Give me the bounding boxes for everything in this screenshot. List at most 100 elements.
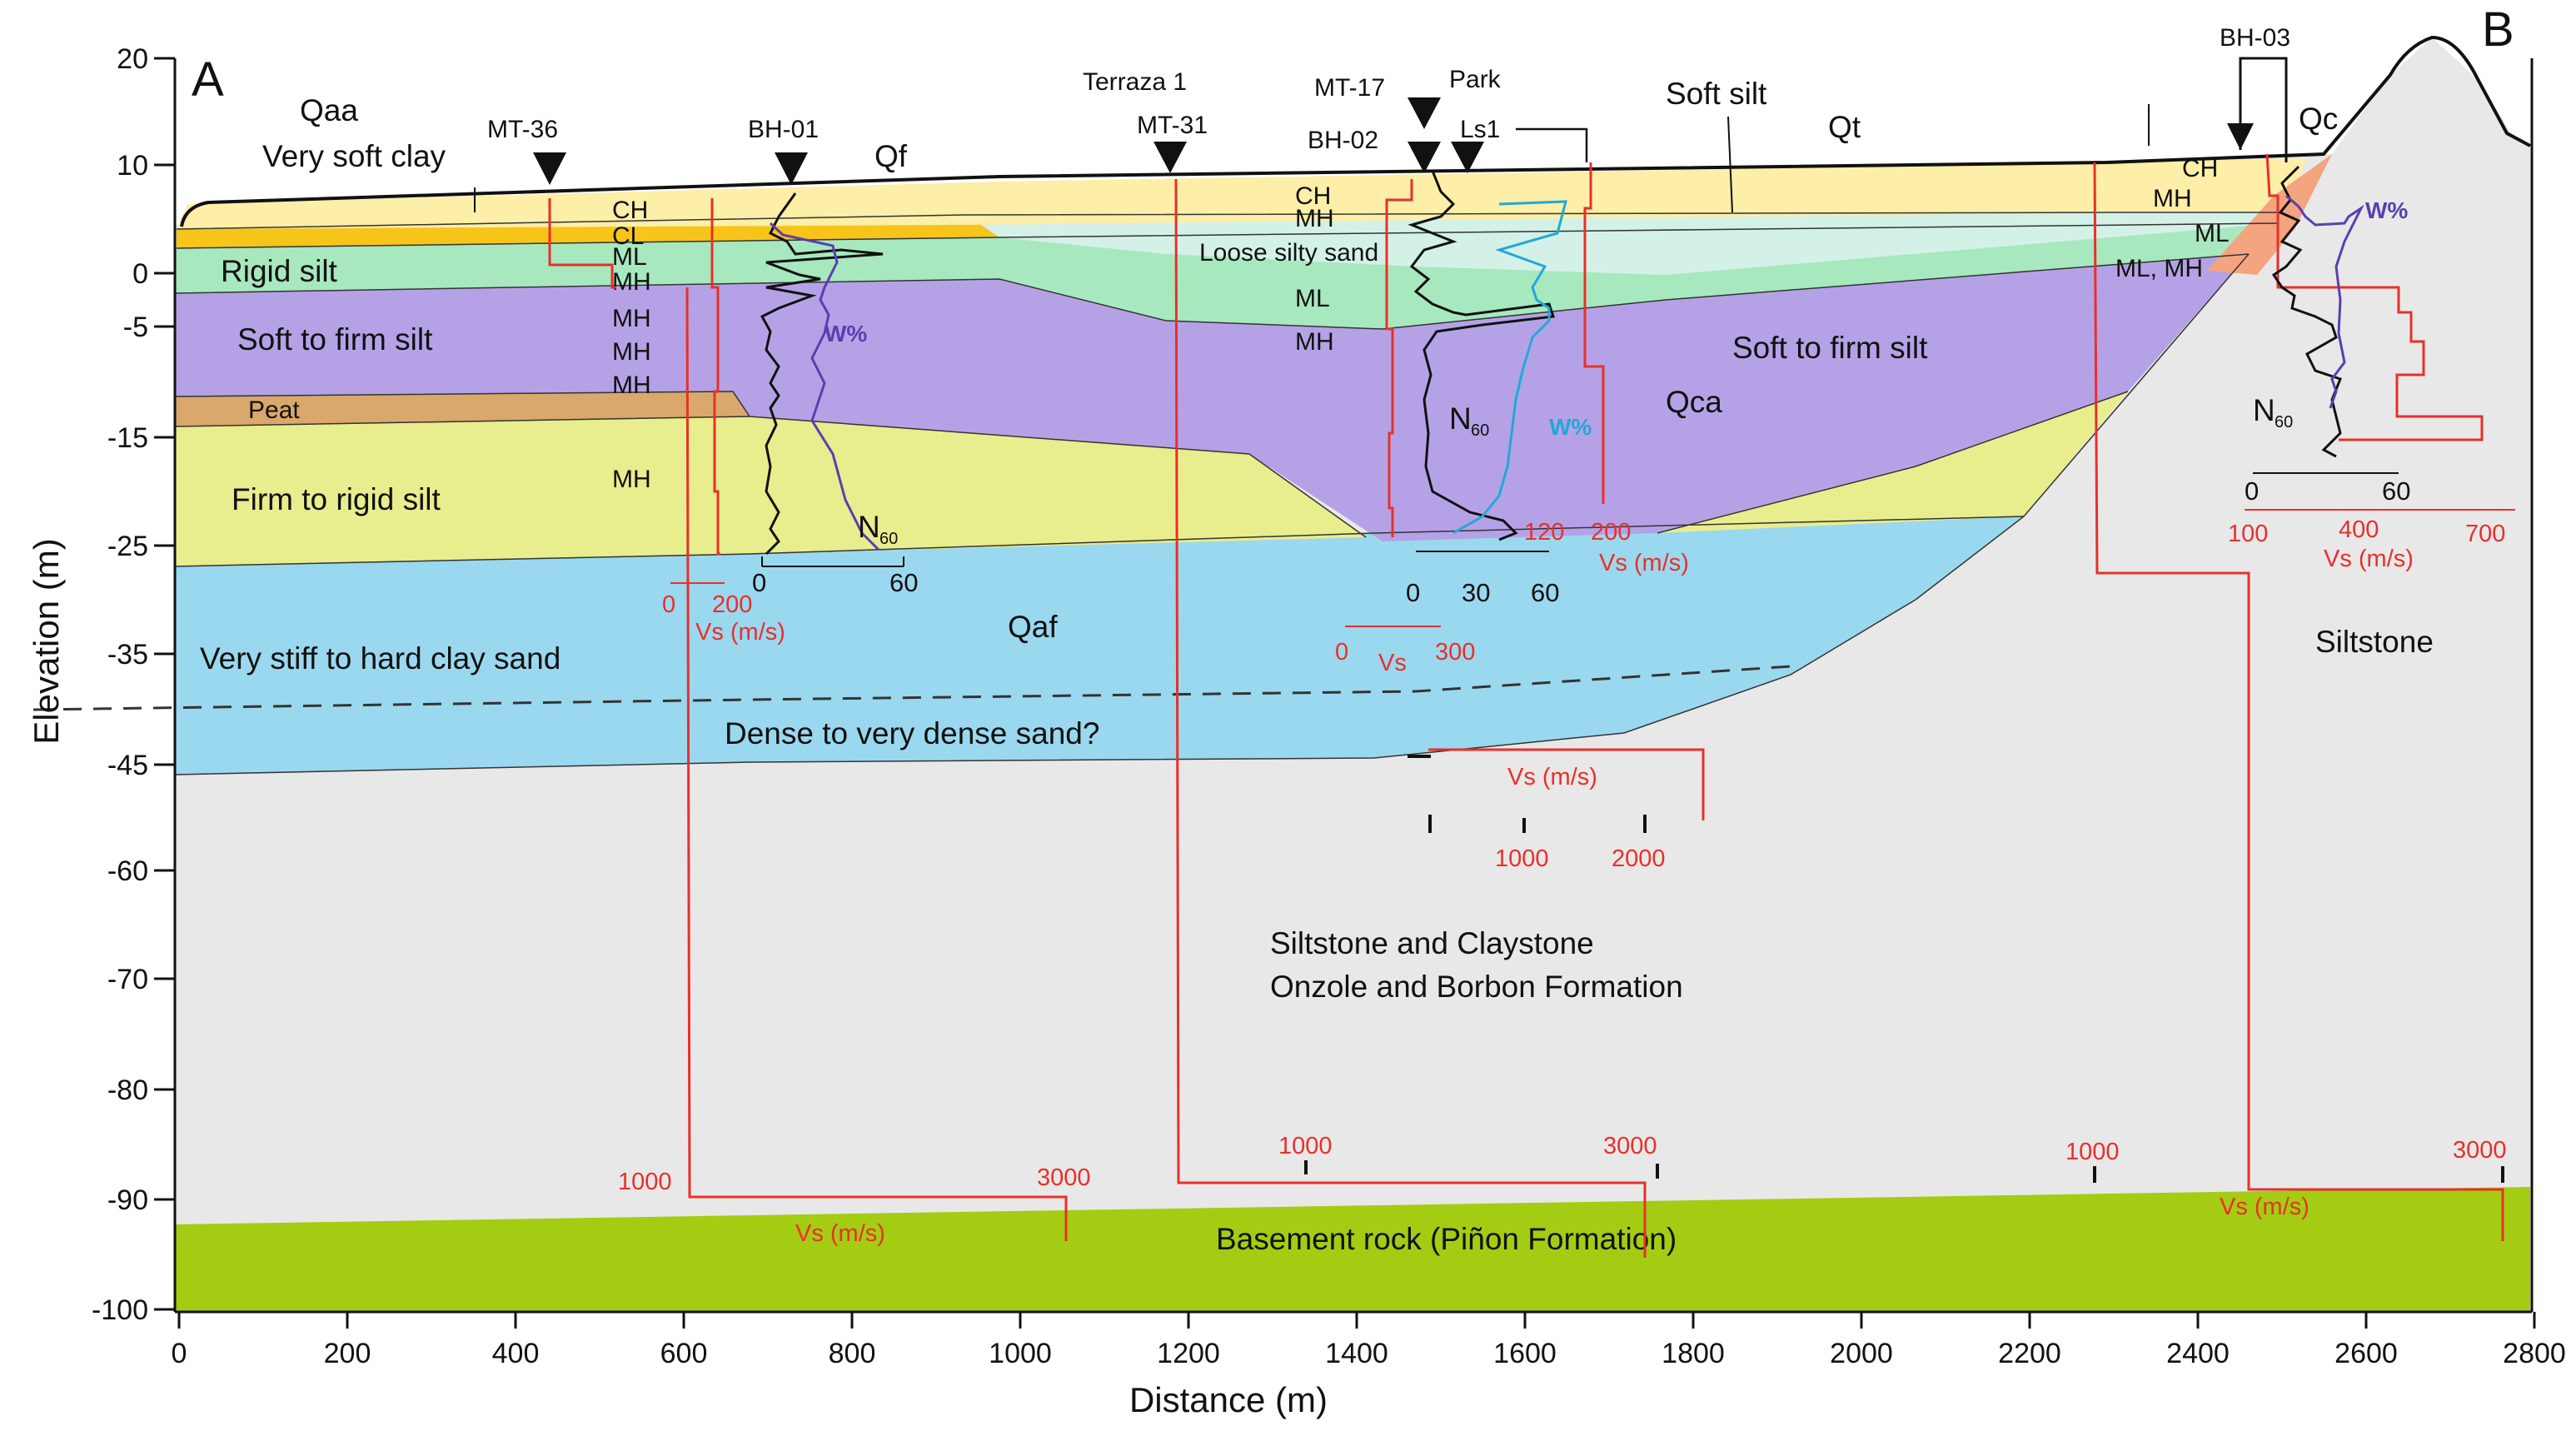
x-tick-label: 1000 (989, 1338, 1052, 1369)
x-tick-label: 800 (829, 1338, 876, 1369)
bh01-n-scale: 0 60 (752, 556, 918, 597)
deep-vs-scale: Vs (m/s) 1000 2000 (1428, 764, 1666, 872)
basement-layer (175, 1187, 2530, 1312)
label-very-stiff-clay-sand: Very stiff to hard clay sand (200, 641, 561, 676)
ls1-vs-profile (1583, 162, 1605, 504)
borehole-bh03: BH-03 (2220, 24, 2290, 52)
mt31-deep-vs-scale: 1000 3000 (1278, 1133, 1659, 1179)
layer-boundaries (174, 212, 2282, 775)
label-basement: Basement rock (Piñon Formation) (1216, 1222, 1677, 1256)
y-tick-label: 20 (117, 43, 148, 75)
unit-qt: Qt (1828, 110, 1861, 144)
svg-text:MH: MH (1295, 328, 1334, 356)
label-dense-sand: Dense to very dense sand? (725, 716, 1099, 750)
ls1-wpct-label: W% (1549, 414, 1592, 440)
svg-text:100: 100 (2228, 521, 2268, 547)
bh02-vs-profile (1385, 179, 1413, 537)
mt31-vs-deep (1174, 178, 1647, 1258)
borehole-park: Park (1449, 66, 1502, 93)
svg-text:200: 200 (712, 591, 752, 618)
svg-text:ML: ML (2195, 220, 2230, 247)
x-tick-label: 1600 (1493, 1338, 1557, 1369)
svg-text:Vs (m/s): Vs (m/s) (1599, 550, 1689, 576)
svg-text:Vs (m/s): Vs (m/s) (2220, 1194, 2309, 1220)
borehole-mt31: MT-31 (1137, 112, 1208, 139)
label-onzole-borbon: Onzole and Borbon Formation (1270, 970, 1683, 1004)
svg-text:Vs (m/s): Vs (m/s) (695, 619, 785, 646)
bh03-vs-scale: 100 400 700 Vs (m/s) (2228, 509, 2515, 572)
soft-firm-silt-layer (175, 254, 2249, 541)
bh01-n60-line (760, 192, 884, 556)
unit-qca: Qca (1666, 385, 1722, 419)
svg-text:400: 400 (2339, 516, 2379, 543)
svg-text:60: 60 (1531, 578, 1559, 607)
clay-sand-layer (175, 516, 2024, 775)
bh03-arrowhead (2227, 123, 2254, 150)
soil-codes-right: CH MH ML ML, MH (2115, 155, 2230, 282)
bh02-n60-label: N 60 (1449, 401, 1489, 440)
svg-text:CH: CH (2182, 155, 2218, 182)
right-deep-vs-scale: 1000 3000 Vs (m/s) (2065, 1137, 2507, 1220)
svg-text:MH: MH (612, 371, 651, 399)
bh02-n-scale: 0 30 60 (1406, 551, 1559, 607)
svg-text:CH: CH (1295, 182, 1331, 210)
axes (173, 58, 2534, 1314)
x-axis-ticks: 0 200 400 600 800 1000 1200 1400 1600 1800 2000 220… (172, 1312, 2566, 1369)
x-tick-label: 2800 (2503, 1338, 2566, 1369)
x-tick-label: 600 (660, 1338, 708, 1369)
svg-text:ML: ML (1295, 285, 1330, 312)
label-firm-rigid-silt: Firm to rigid silt (232, 482, 441, 516)
bh01-triangle (775, 152, 808, 185)
svg-text:N: N (1449, 401, 1472, 436)
y-tick-label: -60 (107, 855, 148, 887)
x-tick-label: 2000 (1830, 1338, 1893, 1369)
deep-vs-profile (1428, 748, 1705, 820)
svg-text:60: 60 (889, 568, 918, 597)
svg-text:ML: ML (612, 243, 647, 271)
bh03-n-scale: 0 60 (2245, 472, 2410, 506)
bh03-wpct-line (2285, 194, 2364, 409)
x-tick-label: 200 (324, 1338, 371, 1369)
y-tick-label: -80 (107, 1075, 148, 1106)
svg-text:120: 120 (1524, 519, 1564, 546)
ls1-wpct-line (1452, 200, 1567, 535)
borehole-terraza1: Terraza 1 (1083, 68, 1187, 96)
svg-text:200: 200 (1591, 519, 1631, 546)
svg-text:N: N (2253, 393, 2275, 427)
x-tick-label: 2200 (1998, 1338, 2061, 1369)
svg-text:Vs (m/s): Vs (m/s) (2324, 546, 2414, 572)
x-axis-title: Distance (m) (1129, 1380, 1328, 1419)
borehole-markers (533, 97, 1484, 185)
svg-text:Vs (m/s): Vs (m/s) (795, 1220, 885, 1247)
bh03-leader (2239, 57, 2288, 162)
qc-wedge (2207, 154, 2332, 275)
x-tick-label: 1800 (1662, 1338, 1725, 1369)
right-vs-deep (2093, 162, 2504, 1241)
y-tick-label: -45 (107, 750, 148, 781)
ls1-vs-scale: 120 200 Vs (m/s) (1524, 519, 1689, 576)
svg-text:MH: MH (612, 338, 651, 366)
svg-text:1000: 1000 (2065, 1139, 2120, 1165)
x-tick-label: 400 (492, 1338, 540, 1369)
svg-text:0: 0 (1406, 578, 1420, 607)
unit-qaa: Qaa (300, 93, 358, 127)
corner-label-a: A (192, 52, 224, 107)
bh03-n60-label: N 60 (2253, 393, 2293, 431)
unit-qc: Qc (2299, 102, 2338, 136)
y-tick-label: -70 (107, 964, 148, 995)
label-soft-firm-silt-right: Soft to firm silt (1732, 331, 1928, 365)
bh01-vs-profile (710, 198, 720, 556)
borehole-ls1: Ls1 (1460, 116, 1500, 143)
x-tick-label: 2600 (2334, 1338, 2398, 1369)
svg-text:300: 300 (1435, 639, 1475, 666)
bh02-n60-line (1408, 170, 1556, 541)
loose-silty-sand-layer (958, 212, 2282, 275)
x-tick-label: 1200 (1157, 1338, 1220, 1369)
mt36-triangle (533, 152, 566, 185)
mt36-vs-deep (685, 287, 1068, 1241)
svg-text:MH: MH (1295, 205, 1334, 232)
y-tick-label: -15 (107, 422, 148, 454)
peat-layer (175, 391, 750, 426)
borehole-mt36: MT-36 (487, 116, 558, 143)
soil-codes-left: CH CL ML MH MH MH MH MH (612, 197, 651, 493)
